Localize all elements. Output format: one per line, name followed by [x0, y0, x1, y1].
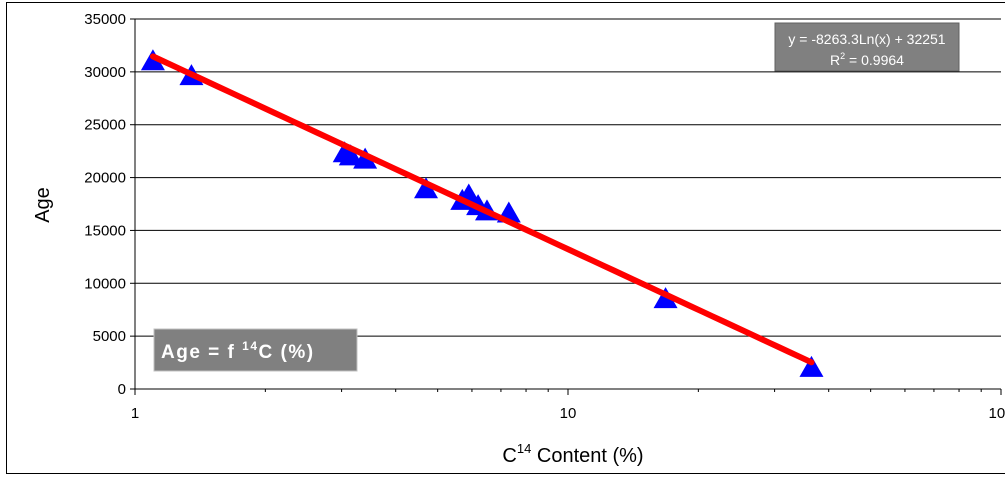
- y-tick-label: 25000: [84, 117, 126, 134]
- x-tick-label: 10: [560, 405, 577, 422]
- r-squared-label: R2 = 0.9964: [830, 51, 904, 68]
- chart-frame: 0 5000 10000 15000 20000 25000 30000 35000 1 10 1…: [6, 2, 1005, 474]
- y-tick-label: 10000: [84, 275, 126, 292]
- data-point: [338, 144, 363, 166]
- trendline: [149, 53, 815, 366]
- formula-box: Age = f 14C (%): [153, 328, 358, 372]
- data-point: [414, 177, 439, 199]
- formula-label: Age = f 14C (%): [161, 339, 315, 363]
- x-axis-title: C14 Content (%): [502, 441, 643, 467]
- y-tick-label: 15000: [84, 222, 126, 239]
- equation-line: y = -8263.3Ln(x) + 32251: [788, 31, 945, 47]
- x-tick-label: 1: [131, 405, 139, 422]
- equation-box: y = -8263.3Ln(x) + 32251 R2 = 0.9964: [774, 22, 960, 72]
- y-tick-label: 5000: [93, 328, 126, 345]
- y-tick-label: 20000: [84, 170, 126, 187]
- x-tick-label: 100: [988, 405, 1005, 422]
- y-tick-label: 30000: [84, 64, 126, 81]
- data-point: [140, 49, 165, 71]
- y-axis-title: Age: [32, 187, 54, 223]
- y-tick-labels: 0 5000 10000 15000 20000 25000 30000 35000: [84, 11, 126, 398]
- data-point: [799, 355, 824, 377]
- x-tick-labels: 1 10 100: [131, 405, 1005, 422]
- y-tick-label: 35000: [84, 11, 126, 28]
- y-tick-label: 0: [118, 381, 126, 398]
